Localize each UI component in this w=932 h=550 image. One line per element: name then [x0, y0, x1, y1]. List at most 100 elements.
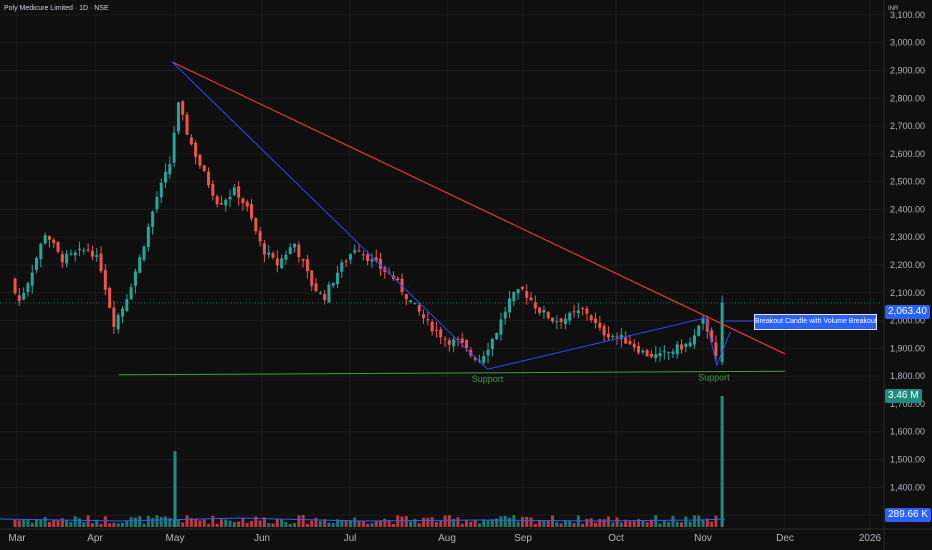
volume-bar [194, 518, 198, 527]
candle-body [202, 165, 206, 171]
volume-bar [645, 522, 649, 527]
volume-bar [129, 517, 133, 527]
y-tick-label: 2,000.00 [890, 316, 925, 326]
candle-body [73, 252, 77, 256]
volume-bar [344, 520, 348, 527]
candle-body [649, 353, 653, 358]
volume-bar [323, 519, 327, 527]
candle-body [697, 325, 701, 336]
volume-bar [237, 521, 241, 527]
volume-bar [35, 519, 39, 527]
volume-ma-tag: 289.66 K [885, 508, 932, 522]
candle-body [348, 254, 352, 260]
candle-body [103, 270, 107, 290]
volume-bar [538, 520, 542, 527]
candle-body [430, 321, 434, 332]
volume-bar [662, 520, 666, 527]
volume-bar [318, 521, 322, 527]
candle-body [619, 334, 623, 340]
volume-bar [155, 515, 159, 527]
volume-bar [361, 521, 365, 527]
candle-body [172, 132, 176, 163]
candle-body [426, 319, 430, 321]
candle-body [151, 211, 155, 228]
candle-body [250, 203, 254, 219]
y-tick-label: 2,400.00 [890, 204, 925, 214]
candle-body [714, 342, 718, 356]
volume-bar [275, 518, 279, 527]
x-tick-label: Aug [438, 533, 456, 544]
volume-bar [641, 520, 645, 527]
volume-bar [396, 515, 400, 527]
volume-bar [551, 515, 555, 527]
candle-body [460, 338, 464, 343]
volume-bar [116, 523, 120, 527]
volume-bar [632, 521, 636, 527]
candle-body [361, 254, 365, 256]
candle-body [602, 325, 606, 336]
volume-bar [611, 522, 615, 527]
candle-body [224, 199, 228, 206]
candle-body [13, 278, 17, 293]
candle-body [551, 317, 555, 322]
candle-body [645, 350, 649, 357]
volume-bar [112, 522, 116, 527]
candle-body [624, 337, 628, 344]
volume-bar [400, 516, 404, 527]
candle-body [439, 329, 443, 338]
volume-bar [151, 518, 155, 527]
volume-bar [594, 522, 598, 527]
volume-bar [589, 518, 593, 527]
candle-body [340, 262, 344, 272]
candle-body [138, 257, 142, 273]
candle-body [56, 242, 60, 252]
candle-body [142, 246, 146, 260]
candle-body [508, 298, 512, 313]
x-tick-label: May [166, 533, 185, 544]
candle-body [60, 254, 64, 263]
candle-body [680, 344, 684, 350]
volume-bar [422, 517, 426, 527]
volume-bar [305, 523, 309, 527]
candle-body [533, 302, 537, 309]
candle-body [108, 287, 112, 308]
volume-bar [533, 523, 537, 527]
volume-bar [568, 520, 572, 527]
volume-bar [297, 515, 301, 527]
last-price-tag: 2,063.40 [885, 305, 930, 319]
candle-body [589, 315, 593, 321]
volume-bar [447, 515, 451, 527]
candle-body [516, 289, 520, 294]
candle-body [69, 253, 73, 255]
volume-bar [288, 523, 292, 527]
volume-bar [520, 516, 524, 527]
candle-body [374, 257, 378, 261]
candle-body [486, 349, 490, 356]
candle-body [116, 315, 120, 330]
y-tick-label: 2,700.00 [890, 121, 925, 131]
volume-bar [404, 516, 408, 527]
volume-bar [512, 515, 516, 527]
candle-body [35, 257, 39, 270]
volume-bar [671, 515, 675, 527]
candle-body [675, 344, 679, 355]
x-tick-label: Mar [8, 533, 26, 544]
candle-body [232, 187, 236, 196]
candle-body [47, 236, 51, 240]
candle-body [30, 272, 34, 286]
candle-body [606, 333, 610, 338]
x-tick-label: Sep [514, 533, 532, 544]
candle-body [662, 351, 666, 353]
candle-body [452, 339, 456, 347]
support-label: Support [698, 373, 730, 383]
volume-bar [383, 518, 387, 527]
volume-bar [181, 522, 185, 527]
volume-bar [95, 519, 99, 527]
candle-body [581, 308, 585, 310]
volume-bar [138, 516, 142, 527]
candle-body [482, 356, 486, 363]
volume-bar [73, 516, 77, 527]
candle-body [78, 248, 82, 251]
last-volume-tag: 3.46 M [885, 389, 922, 403]
